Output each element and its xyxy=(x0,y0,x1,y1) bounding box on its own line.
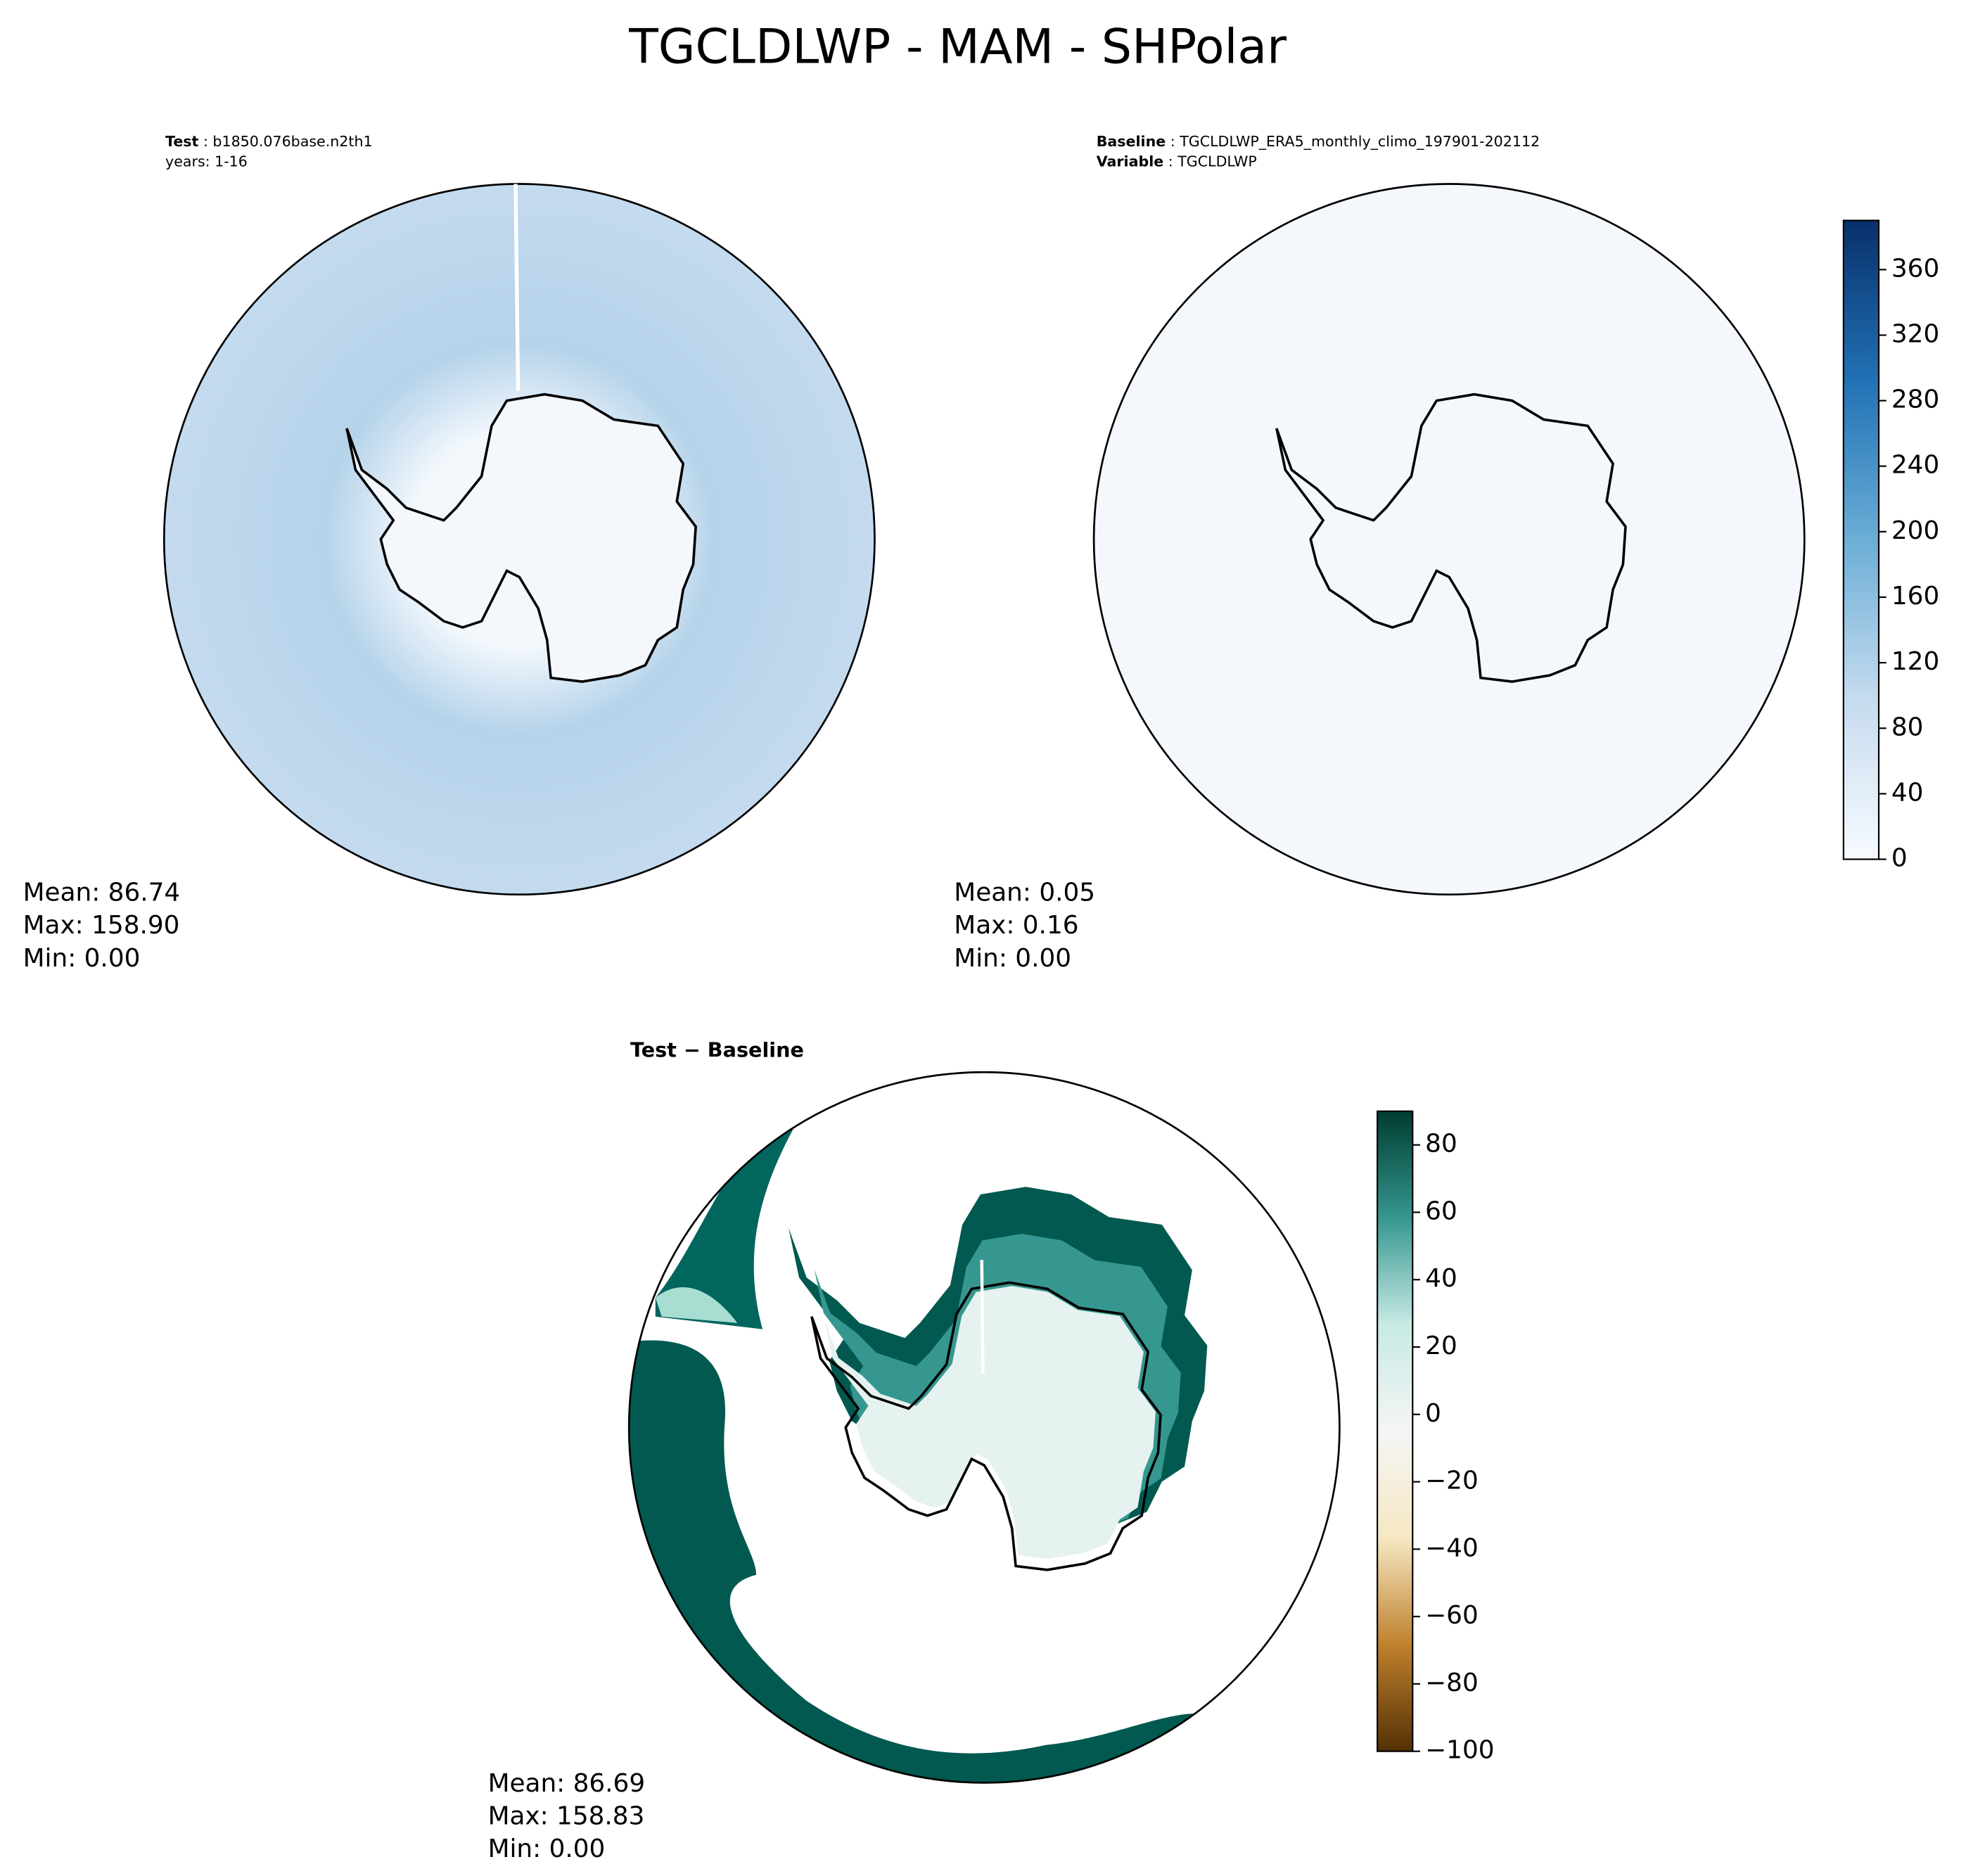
stat: Min: 0.00 xyxy=(23,944,141,973)
colorbar-tick-label: 240 xyxy=(1891,451,1939,480)
panel-label-line2: years: 1-16 xyxy=(165,153,248,170)
map xyxy=(1092,183,1806,896)
stat: Mean: 86.74 xyxy=(23,879,181,907)
colorbar-tick-label: −60 xyxy=(1425,1601,1479,1630)
colorbar-tick-label: 80 xyxy=(1891,713,1924,741)
map-border xyxy=(627,1071,1341,1784)
colorbar-tick-label: 0 xyxy=(1891,844,1908,873)
stat: Max: 158.83 xyxy=(488,1802,645,1831)
panel-label-line2: Variable : TGCLDLWP xyxy=(1097,153,1257,170)
label-key: Test xyxy=(165,133,199,150)
colorbar-tick-label: 200 xyxy=(1891,516,1939,545)
colorbar-tick-label: 40 xyxy=(1891,778,1924,807)
stat: Max: 158.90 xyxy=(23,911,180,940)
colorbar-tick-label: −40 xyxy=(1425,1533,1479,1562)
seam xyxy=(513,184,521,391)
colorbar-tick-label: 80 xyxy=(1425,1130,1457,1159)
stat: Mean: 86.69 xyxy=(488,1769,646,1798)
stat: Mean: 0.05 xyxy=(954,879,1095,907)
colorbar-tick-label: −100 xyxy=(1425,1736,1494,1765)
label-key: Baseline xyxy=(1097,133,1166,150)
colorbar-tick-label: 0 xyxy=(1425,1399,1441,1428)
panel-label: Test : b1850.076base.n2th1 xyxy=(165,133,373,150)
colorbar-tick-label: −20 xyxy=(1425,1467,1479,1495)
colorbar-tick-label: 280 xyxy=(1891,385,1939,414)
figure-title: TGCLDLWP - MAM - SHPolar xyxy=(628,20,1287,75)
colorbar-tick-label: 360 xyxy=(1891,254,1939,283)
colorbar-tick-label: 120 xyxy=(1891,647,1939,676)
colorbar xyxy=(1377,1110,1414,1752)
colorbar-tick-label: 160 xyxy=(1891,582,1939,611)
colorbar-tick-label: 40 xyxy=(1425,1264,1457,1293)
colorbar-tick-label: −80 xyxy=(1425,1668,1479,1697)
panel-label: Test − Baseline xyxy=(630,1038,804,1062)
label-value: TGCLDLWP_ERA5_monthly_climo_197901-20211… xyxy=(1179,133,1540,151)
stat: Max: 0.16 xyxy=(954,911,1078,940)
label-value: b1850.076base.n2th1 xyxy=(212,133,372,150)
panel-label: Baseline : TGCLDLWP_ERA5_monthly_climo_1… xyxy=(1097,133,1540,151)
seam xyxy=(980,1260,985,1374)
label-value: TGCLDLWP xyxy=(1177,153,1257,170)
colorbar-tick-label: 60 xyxy=(1425,1197,1457,1225)
colorbar-tick-label: 320 xyxy=(1891,319,1939,348)
colorbar-tick-label: 20 xyxy=(1425,1332,1457,1360)
stat: Min: 0.00 xyxy=(954,944,1071,973)
label-key: Variable xyxy=(1097,153,1164,170)
colorbar xyxy=(1842,219,1880,860)
stat: Min: 0.00 xyxy=(488,1834,606,1863)
